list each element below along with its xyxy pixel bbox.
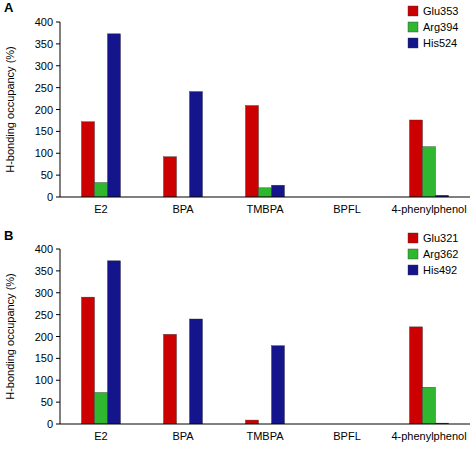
bar: [108, 34, 121, 197]
bar: [246, 106, 259, 197]
legend-label: His492: [423, 264, 457, 276]
bar: [246, 420, 259, 424]
panel-label: B: [4, 228, 13, 243]
bar: [95, 393, 108, 425]
bar: [108, 261, 121, 424]
y-tick-label: 300: [35, 287, 53, 299]
bar: [272, 185, 285, 197]
bar: [190, 92, 203, 197]
legend: Glu321 Arg362 His492: [408, 232, 458, 276]
y-axis-label: H-bonding occupancy (%): [4, 46, 16, 173]
panel: A H-bonding occupancy (%) 0 50 100 150 200 250 3…: [4, 0, 470, 215]
x-tick-label: E2: [94, 203, 107, 215]
y-tick-label: 0: [47, 191, 53, 203]
y-tick: [56, 153, 60, 154]
y-tick: [56, 424, 60, 425]
x-axis-line: [60, 424, 470, 425]
y-tick-label: 200: [35, 104, 53, 116]
x-tick-label: BPA: [172, 430, 194, 442]
figure: A H-bonding occupancy (%) 0 50 100 150 200 250 3…: [0, 0, 474, 465]
y-tick: [56, 197, 60, 198]
y-tick-label: 350: [35, 38, 53, 50]
legend-label: Glu321: [423, 232, 458, 244]
y-tick-label: 200: [35, 331, 53, 343]
y-tick: [56, 336, 60, 337]
x-tick-label: BPFL: [333, 430, 361, 442]
x-tick-label: TMBPA: [246, 430, 284, 442]
panel-label: A: [4, 0, 14, 15]
y-tick-label: 400: [35, 16, 53, 28]
x-axis-line: [60, 197, 470, 198]
bar: [164, 157, 177, 197]
y-tick-label: 250: [35, 82, 53, 94]
y-tick-label: 150: [35, 125, 53, 137]
legend-label: Glu353: [423, 5, 458, 17]
y-tick-label: 400: [35, 243, 53, 255]
y-tick-label: 350: [35, 265, 53, 277]
legend-swatch: [408, 265, 418, 275]
legend-swatch: [408, 249, 418, 259]
y-tick-label: 300: [35, 60, 53, 72]
y-tick-label: 100: [35, 147, 53, 159]
y-tick-label: 100: [35, 374, 53, 386]
bar: [423, 387, 436, 424]
legend: Glu353 Arg394 His524: [408, 5, 458, 49]
y-tick: [56, 270, 60, 271]
y-tick-label: 50: [41, 396, 53, 408]
x-tick-label: 4-phenylphenol: [391, 430, 466, 442]
legend-swatch: [408, 38, 418, 48]
bar: [410, 327, 423, 424]
legend-swatch: [408, 22, 418, 32]
y-tick-label: 0: [47, 418, 53, 430]
bars: [82, 261, 449, 424]
bar: [423, 147, 436, 197]
y-tick: [56, 175, 60, 176]
x-tick-label: BPA: [172, 203, 194, 215]
y-tick-label: 50: [41, 169, 53, 181]
y-tick: [56, 314, 60, 315]
y-tick-label: 150: [35, 352, 53, 364]
legend-swatch: [408, 233, 418, 243]
x-tick-label: 4-phenylphenol: [391, 203, 466, 215]
y-tick: [56, 65, 60, 66]
x-tick-label: BPFL: [333, 203, 361, 215]
y-tick: [56, 22, 60, 23]
legend-label: Arg394: [423, 21, 458, 33]
bars: [82, 34, 449, 197]
bar: [259, 188, 272, 197]
x-tick-label: E2: [94, 430, 107, 442]
legend-swatch: [408, 6, 418, 16]
y-tick: [56, 87, 60, 88]
bar: [272, 346, 285, 424]
y-tick: [56, 380, 60, 381]
bar: [190, 319, 203, 424]
y-tick: [56, 402, 60, 403]
y-tick: [56, 292, 60, 293]
y-tick-label: 250: [35, 309, 53, 321]
panel: B H-bonding occupancy (%) 0 50 100 150 200 250 3…: [4, 228, 470, 442]
y-tick: [56, 249, 60, 250]
legend-label: Arg362: [423, 248, 458, 260]
y-tick: [56, 358, 60, 359]
y-tick: [56, 131, 60, 132]
bar: [410, 120, 423, 197]
bar: [164, 334, 177, 424]
y-axis-label: H-bonding occupancy (%): [4, 273, 16, 400]
bar: [82, 297, 95, 424]
bar: [95, 183, 108, 197]
y-tick: [56, 109, 60, 110]
bar: [82, 122, 95, 197]
x-tick-label: TMBPA: [246, 203, 284, 215]
y-tick: [56, 43, 60, 44]
legend-label: His524: [423, 37, 457, 49]
